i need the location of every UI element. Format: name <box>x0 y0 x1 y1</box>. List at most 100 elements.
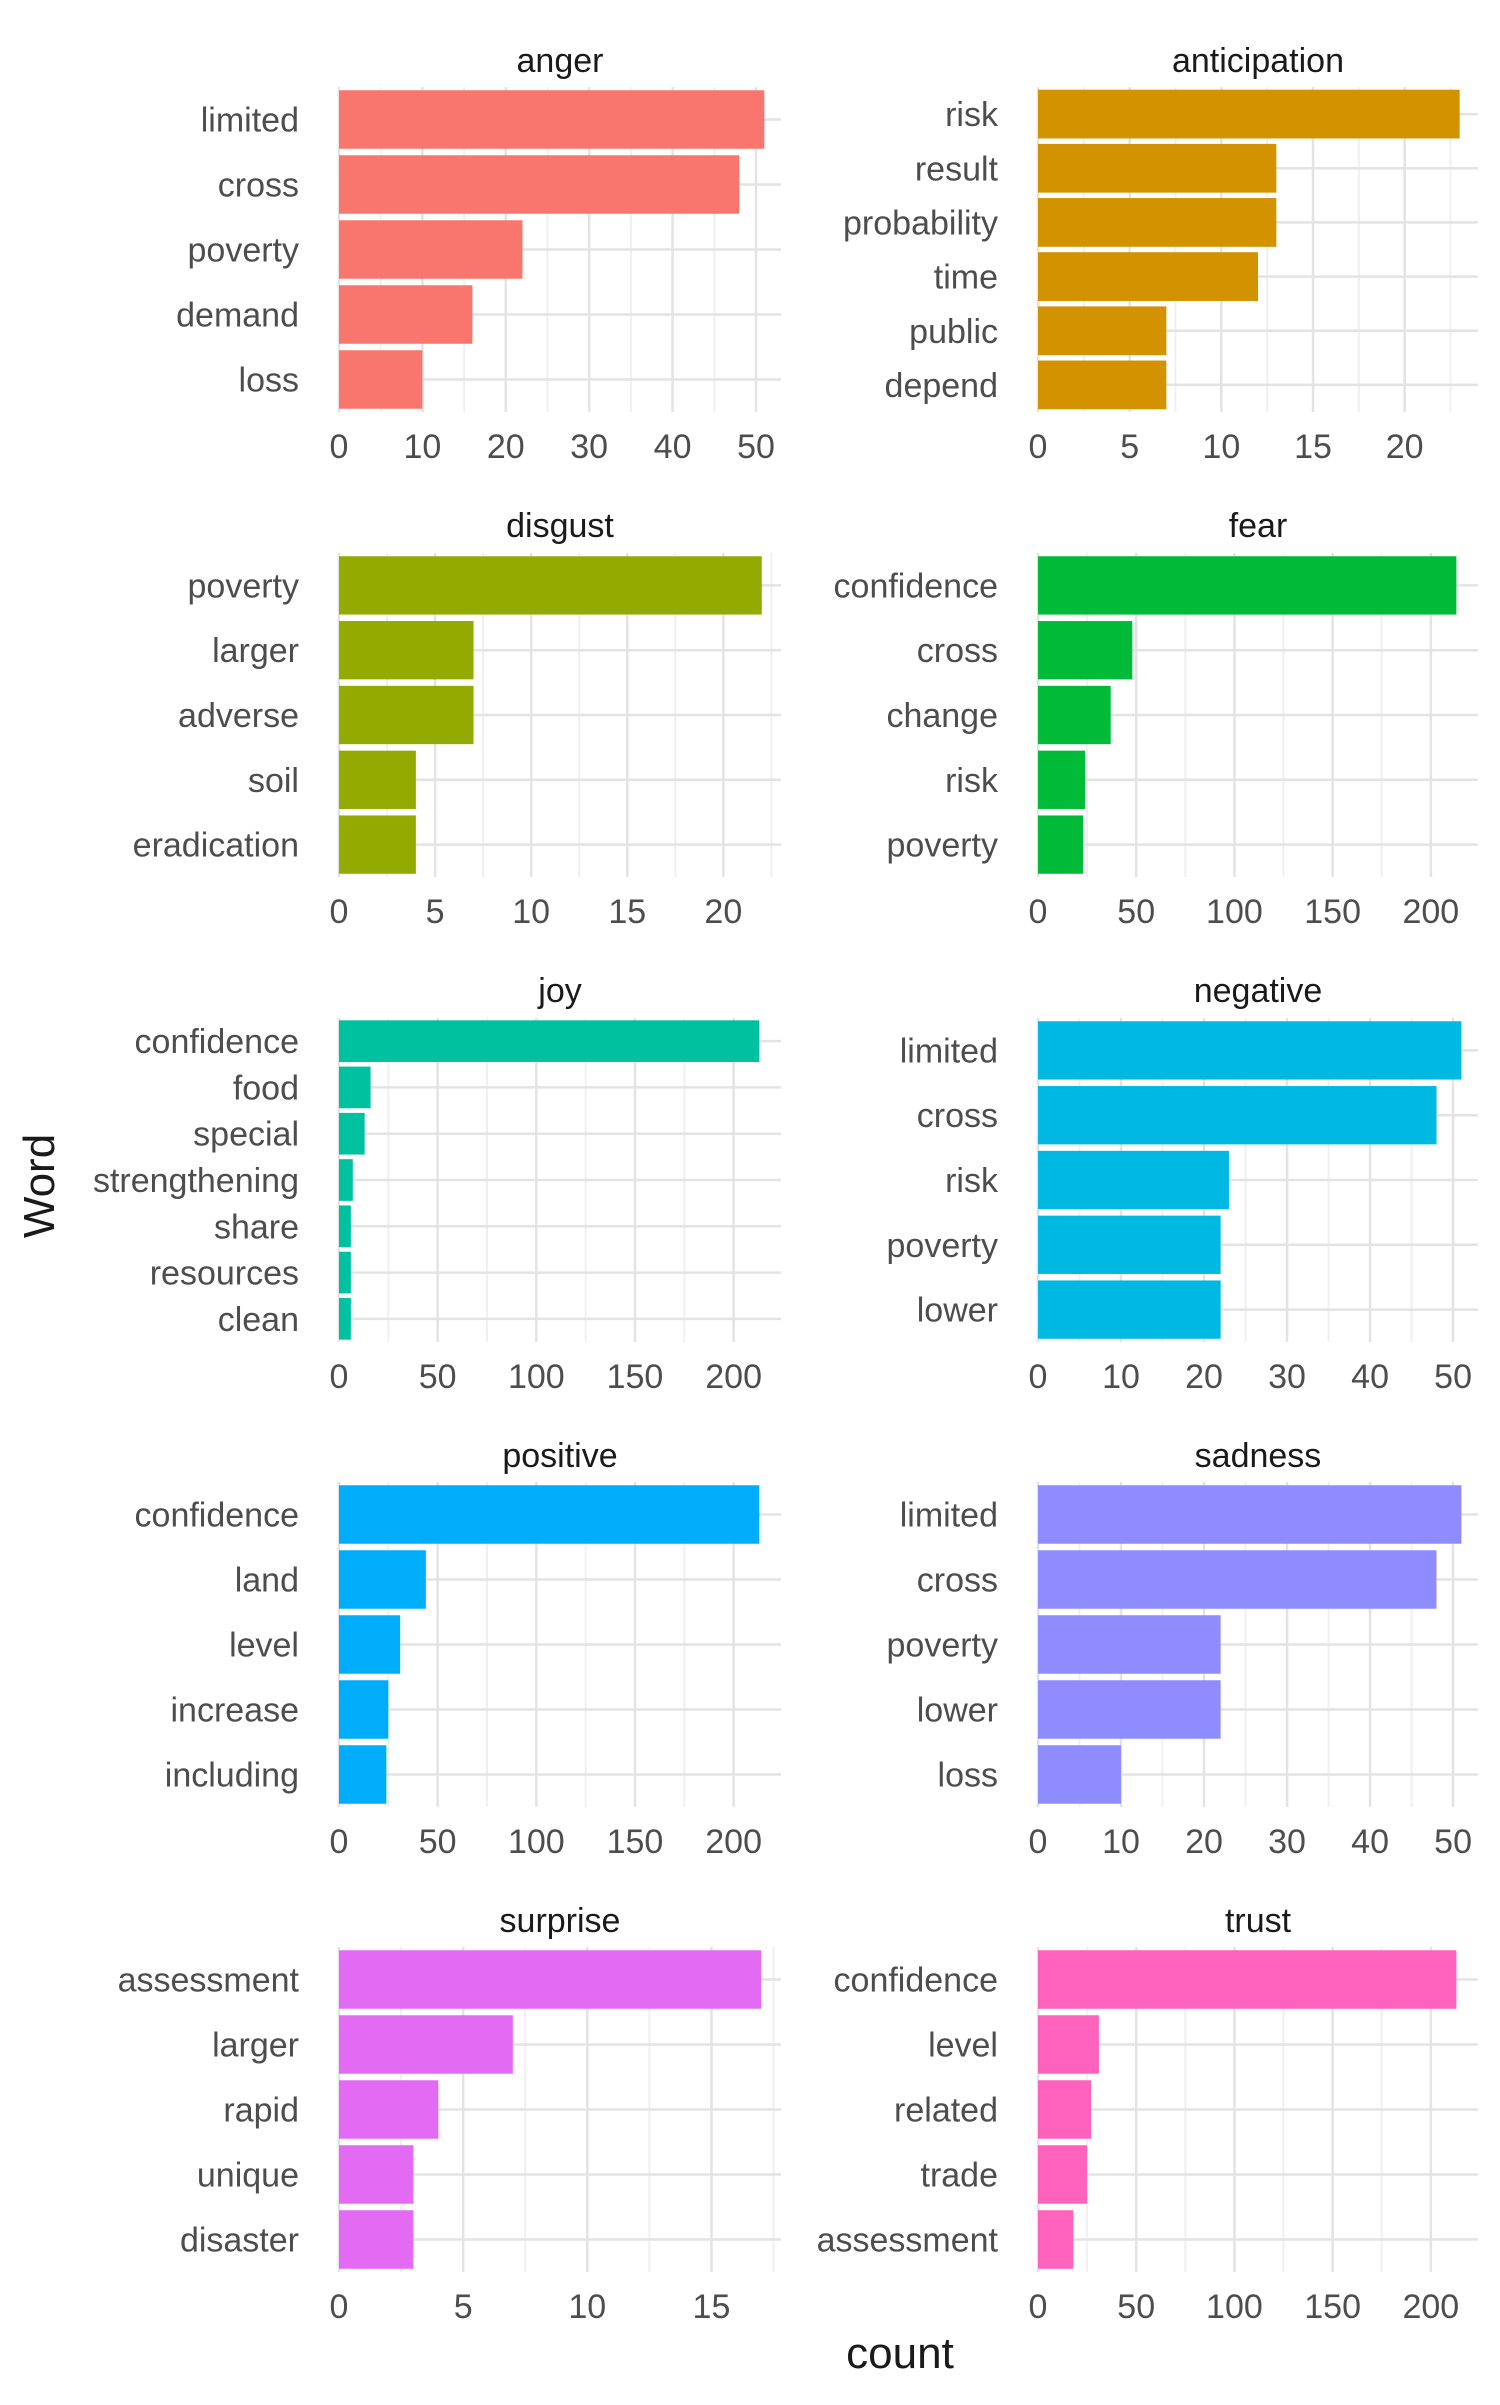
x-tick-label: 0 <box>1029 428 1048 466</box>
bar-poverty <box>1038 1215 1221 1274</box>
category-label: depend <box>885 367 998 405</box>
x-tick-label: 150 <box>607 1823 664 1861</box>
x-tick-label: 30 <box>1268 1823 1306 1861</box>
bar-public <box>1038 306 1167 356</box>
category-label: lower <box>917 1692 998 1730</box>
bar-assessment <box>339 1950 762 2009</box>
category-label: rapid <box>223 2092 299 2130</box>
category-label: strengthening <box>93 1162 299 1200</box>
bar-confidence <box>339 1485 760 1544</box>
x-tick-label: 40 <box>654 428 692 466</box>
category-label: cross <box>218 167 299 205</box>
category-label: cross <box>917 1562 998 1600</box>
category-label: special <box>193 1116 299 1154</box>
x-tick-label: 150 <box>1304 893 1361 931</box>
category-label: resources <box>150 1255 299 1293</box>
category-label: assessment <box>118 1962 300 2000</box>
facet-panel-anger: anger limited cross poverty demand loss 0 10 20 3… <box>176 42 781 466</box>
category-label: poverty <box>887 827 999 865</box>
x-tick-label: 30 <box>1268 1358 1306 1396</box>
bar-adverse <box>339 685 474 745</box>
x-tick-label: 50 <box>1117 893 1155 931</box>
x-tick-label: 10 <box>1202 428 1240 466</box>
category-label: limited <box>900 1497 998 1535</box>
category-label: level <box>229 1627 299 1665</box>
category-label: confidence <box>135 1497 299 1535</box>
bar-increase <box>339 1680 389 1739</box>
category-label: including <box>165 1757 299 1795</box>
x-tick-label: 0 <box>1029 2288 1048 2326</box>
bar-share <box>339 1205 351 1248</box>
category-label: cross <box>917 1097 998 1135</box>
bar-assessment <box>1038 2210 1074 2269</box>
panel-title: negative <box>1194 972 1323 1010</box>
bar-eradication <box>339 815 416 874</box>
bar-cross <box>1038 1086 1437 1145</box>
x-tick-label: 100 <box>1206 2288 1263 2326</box>
x-tick-label: 0 <box>330 1358 349 1396</box>
bar-demand <box>339 285 473 344</box>
x-tick-label: 150 <box>607 1358 664 1396</box>
x-tick-label: 50 <box>737 428 775 466</box>
facet-panel-disgust: disgust poverty larger adverse soil eradicati… <box>133 507 781 931</box>
bar-larger <box>339 2015 513 2074</box>
bar-resources <box>339 1251 351 1294</box>
panel-title: positive <box>502 1437 617 1475</box>
category-label: loss <box>239 362 299 400</box>
category-label: confidence <box>135 1023 299 1061</box>
x-tick-label: 100 <box>1206 893 1263 931</box>
facet-panel-fear: fear confidence cross change risk poverty 0 50 1… <box>834 507 1478 931</box>
bar-limited <box>339 90 765 149</box>
bar-level <box>1038 2015 1099 2074</box>
bar-cross <box>1038 1550 1437 1609</box>
category-label: poverty <box>887 1627 999 1665</box>
panel-title: surprise <box>500 1902 621 1940</box>
x-tick-label: 0 <box>1029 1823 1048 1861</box>
bar-result <box>1038 143 1277 193</box>
bar-poverty <box>1038 1615 1221 1674</box>
bar-risk <box>1038 89 1460 139</box>
bar-land <box>339 1550 426 1609</box>
x-tick-label: 0 <box>1029 1358 1048 1396</box>
bar-change <box>1038 685 1111 745</box>
x-tick-label: 15 <box>693 2288 731 2326</box>
category-label: adverse <box>178 697 299 735</box>
x-tick-label: 200 <box>705 1823 762 1861</box>
bar-soil <box>339 750 416 809</box>
panel-title: anticipation <box>1172 42 1344 80</box>
x-tick-label: 20 <box>704 893 742 931</box>
category-label: change <box>886 697 998 735</box>
bar-risk <box>1038 750 1086 809</box>
bar-disaster <box>339 2210 414 2269</box>
bar-including <box>339 1745 387 1804</box>
category-label: poverty <box>188 232 300 270</box>
x-tick-label: 200 <box>705 1358 762 1396</box>
category-label: soil <box>248 762 299 800</box>
bar-cross <box>339 155 740 214</box>
x-tick-label: 15 <box>1294 428 1332 466</box>
x-tick-label: 5 <box>454 2288 473 2326</box>
category-label: level <box>928 2027 998 2065</box>
bar-lower <box>1038 1280 1221 1339</box>
category-label: clean <box>218 1301 299 1339</box>
facet-panel-anticipation: anticipation risk result probability time pub… <box>843 42 1478 466</box>
bar-cross <box>1038 621 1133 680</box>
bar-lower <box>1038 1680 1221 1739</box>
category-label: trade <box>921 2157 999 2195</box>
facet-panel-surprise: surprise assessment larger rapid unique disas… <box>118 1902 781 2326</box>
bar-poverty <box>339 220 523 279</box>
category-label: risk <box>945 96 999 134</box>
category-label: share <box>214 1208 299 1246</box>
x-tick-label: 20 <box>1386 428 1424 466</box>
facet-panel-positive: positive confidence land level increase inclu… <box>135 1437 781 1861</box>
category-label: cross <box>917 632 998 670</box>
x-tick-label: 100 <box>508 1823 565 1861</box>
category-label: related <box>894 2092 998 2130</box>
bar-food <box>339 1066 371 1109</box>
bar-risk <box>1038 1150 1229 1210</box>
x-tick-label: 5 <box>426 893 445 931</box>
x-tick-label: 10 <box>403 428 441 466</box>
category-label: disaster <box>180 2222 299 2260</box>
category-label: unique <box>197 2157 299 2195</box>
